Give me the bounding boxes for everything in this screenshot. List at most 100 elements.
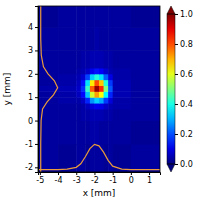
heatmap-cell [113, 91, 132, 97]
heatmap-cell [113, 74, 132, 80]
heatmap-cell [85, 50, 90, 68]
heatmap-cell [76, 74, 81, 80]
heatmap-cell [99, 85, 104, 91]
heatmap-cell [90, 80, 95, 86]
tick-mark [35, 27, 38, 28]
heatmap-cell [113, 97, 132, 103]
tick-label: 4 [28, 23, 33, 32]
tick-label: 1 [147, 176, 152, 185]
heatmap-cell [104, 68, 109, 74]
heatmap-cell [85, 103, 90, 109]
tick-mark [35, 144, 38, 145]
heatmap-cell [58, 50, 77, 68]
heatmap-cell [131, 27, 160, 51]
heatmap-cell [99, 74, 104, 80]
heatmap-cell [108, 91, 113, 97]
heatmap-cell [85, 6, 90, 28]
heatmap-cell [104, 6, 109, 28]
tick: -1 [25, 140, 38, 149]
heatmap-cell [85, 121, 90, 145]
heatmap-cell [85, 97, 90, 103]
heatmap-cell [94, 68, 99, 74]
heatmap-cell [108, 74, 113, 80]
colorbar-gradient [167, 14, 175, 164]
tick-mark [175, 134, 178, 135]
heatmap-cell [131, 80, 160, 86]
heatmap-cell [90, 27, 95, 51]
heatmap-cell [76, 68, 81, 74]
heatmap-cell [113, 80, 132, 86]
x-axis-title: x [mm] [83, 188, 116, 198]
tick-mark [35, 50, 38, 51]
colorbar [167, 6, 175, 172]
heatmap-cell [90, 74, 95, 80]
heatmap-cell [90, 6, 95, 28]
heatmap-cell [85, 68, 90, 74]
y-axis-title: y [mm] [2, 73, 12, 106]
heatmap-cell [90, 97, 95, 103]
heatmap-cell [113, 109, 132, 121]
heatmap-cell [58, 68, 77, 74]
heatmap-cell [108, 85, 113, 91]
heatmap-cell [58, 91, 77, 97]
y-axis: -2-101234 [25, 7, 38, 173]
tick-mark [175, 74, 178, 75]
heatmap-cell [85, 27, 90, 51]
tick: 1.0 [175, 10, 193, 19]
tick: -5 [36, 172, 44, 185]
tick-label: 0.2 [180, 130, 193, 139]
tick: -1 [109, 172, 117, 185]
heatmap-cell [85, 74, 90, 80]
heatmap-cell [104, 103, 109, 109]
tick-mark [175, 164, 178, 165]
heatmap-cell [94, 97, 99, 103]
tick: 0.0 [175, 160, 193, 169]
heatmap-cell [58, 85, 77, 91]
heatmap-cell [99, 144, 104, 172]
plot-area [38, 6, 160, 172]
heatmap-cell [131, 68, 160, 74]
plot-frame [38, 6, 160, 172]
heatmap-cell [94, 91, 99, 97]
heatmap-cell [104, 74, 109, 80]
tick-label: -5 [36, 176, 44, 185]
colorbar-frame [167, 14, 175, 164]
heatmap-cell [76, 97, 81, 103]
tick: -3 [73, 172, 81, 185]
tick-mark [76, 172, 77, 175]
heatmap-cell [81, 27, 86, 51]
heatmap-cell [90, 121, 95, 145]
heatmap-cell [85, 80, 90, 86]
heatmap-cell [81, 68, 86, 74]
heatmap-cell [99, 103, 104, 109]
tick-label: -2 [91, 176, 99, 185]
tick: -2 [91, 172, 99, 185]
heatmap-cell [81, 103, 86, 109]
heatmap-cell [81, 91, 86, 97]
heatmap-cell [90, 109, 95, 121]
tick: 2 [28, 70, 38, 79]
heatmap-cell [90, 68, 95, 74]
heatmap-cell [58, 6, 77, 28]
tick-label: -1 [109, 176, 117, 185]
heatmap-cell [76, 6, 81, 28]
heatmap-cell [108, 144, 113, 172]
tick-label: 2 [28, 70, 33, 79]
tick-label: 1.0 [180, 10, 193, 19]
heatmap-cell [113, 27, 132, 51]
heatmap-cell [90, 91, 95, 97]
heatmap-cell [131, 144, 160, 172]
tick-mark [35, 97, 38, 98]
heatmap-cell [131, 6, 160, 28]
colorbar-axis: 0.00.20.40.60.81.0 [175, 10, 193, 169]
heatmap-cell [108, 50, 113, 68]
heatmap-cell [58, 80, 77, 86]
heatmap-cell [81, 121, 86, 145]
heatmap-cell [94, 74, 99, 80]
heatmap-cell [131, 74, 160, 80]
heatmap-cell [131, 50, 160, 68]
tick: 0.2 [175, 130, 193, 139]
tick-label: -4 [55, 176, 63, 185]
heatmap-cell [76, 103, 81, 109]
heatmap-cell [113, 144, 132, 172]
